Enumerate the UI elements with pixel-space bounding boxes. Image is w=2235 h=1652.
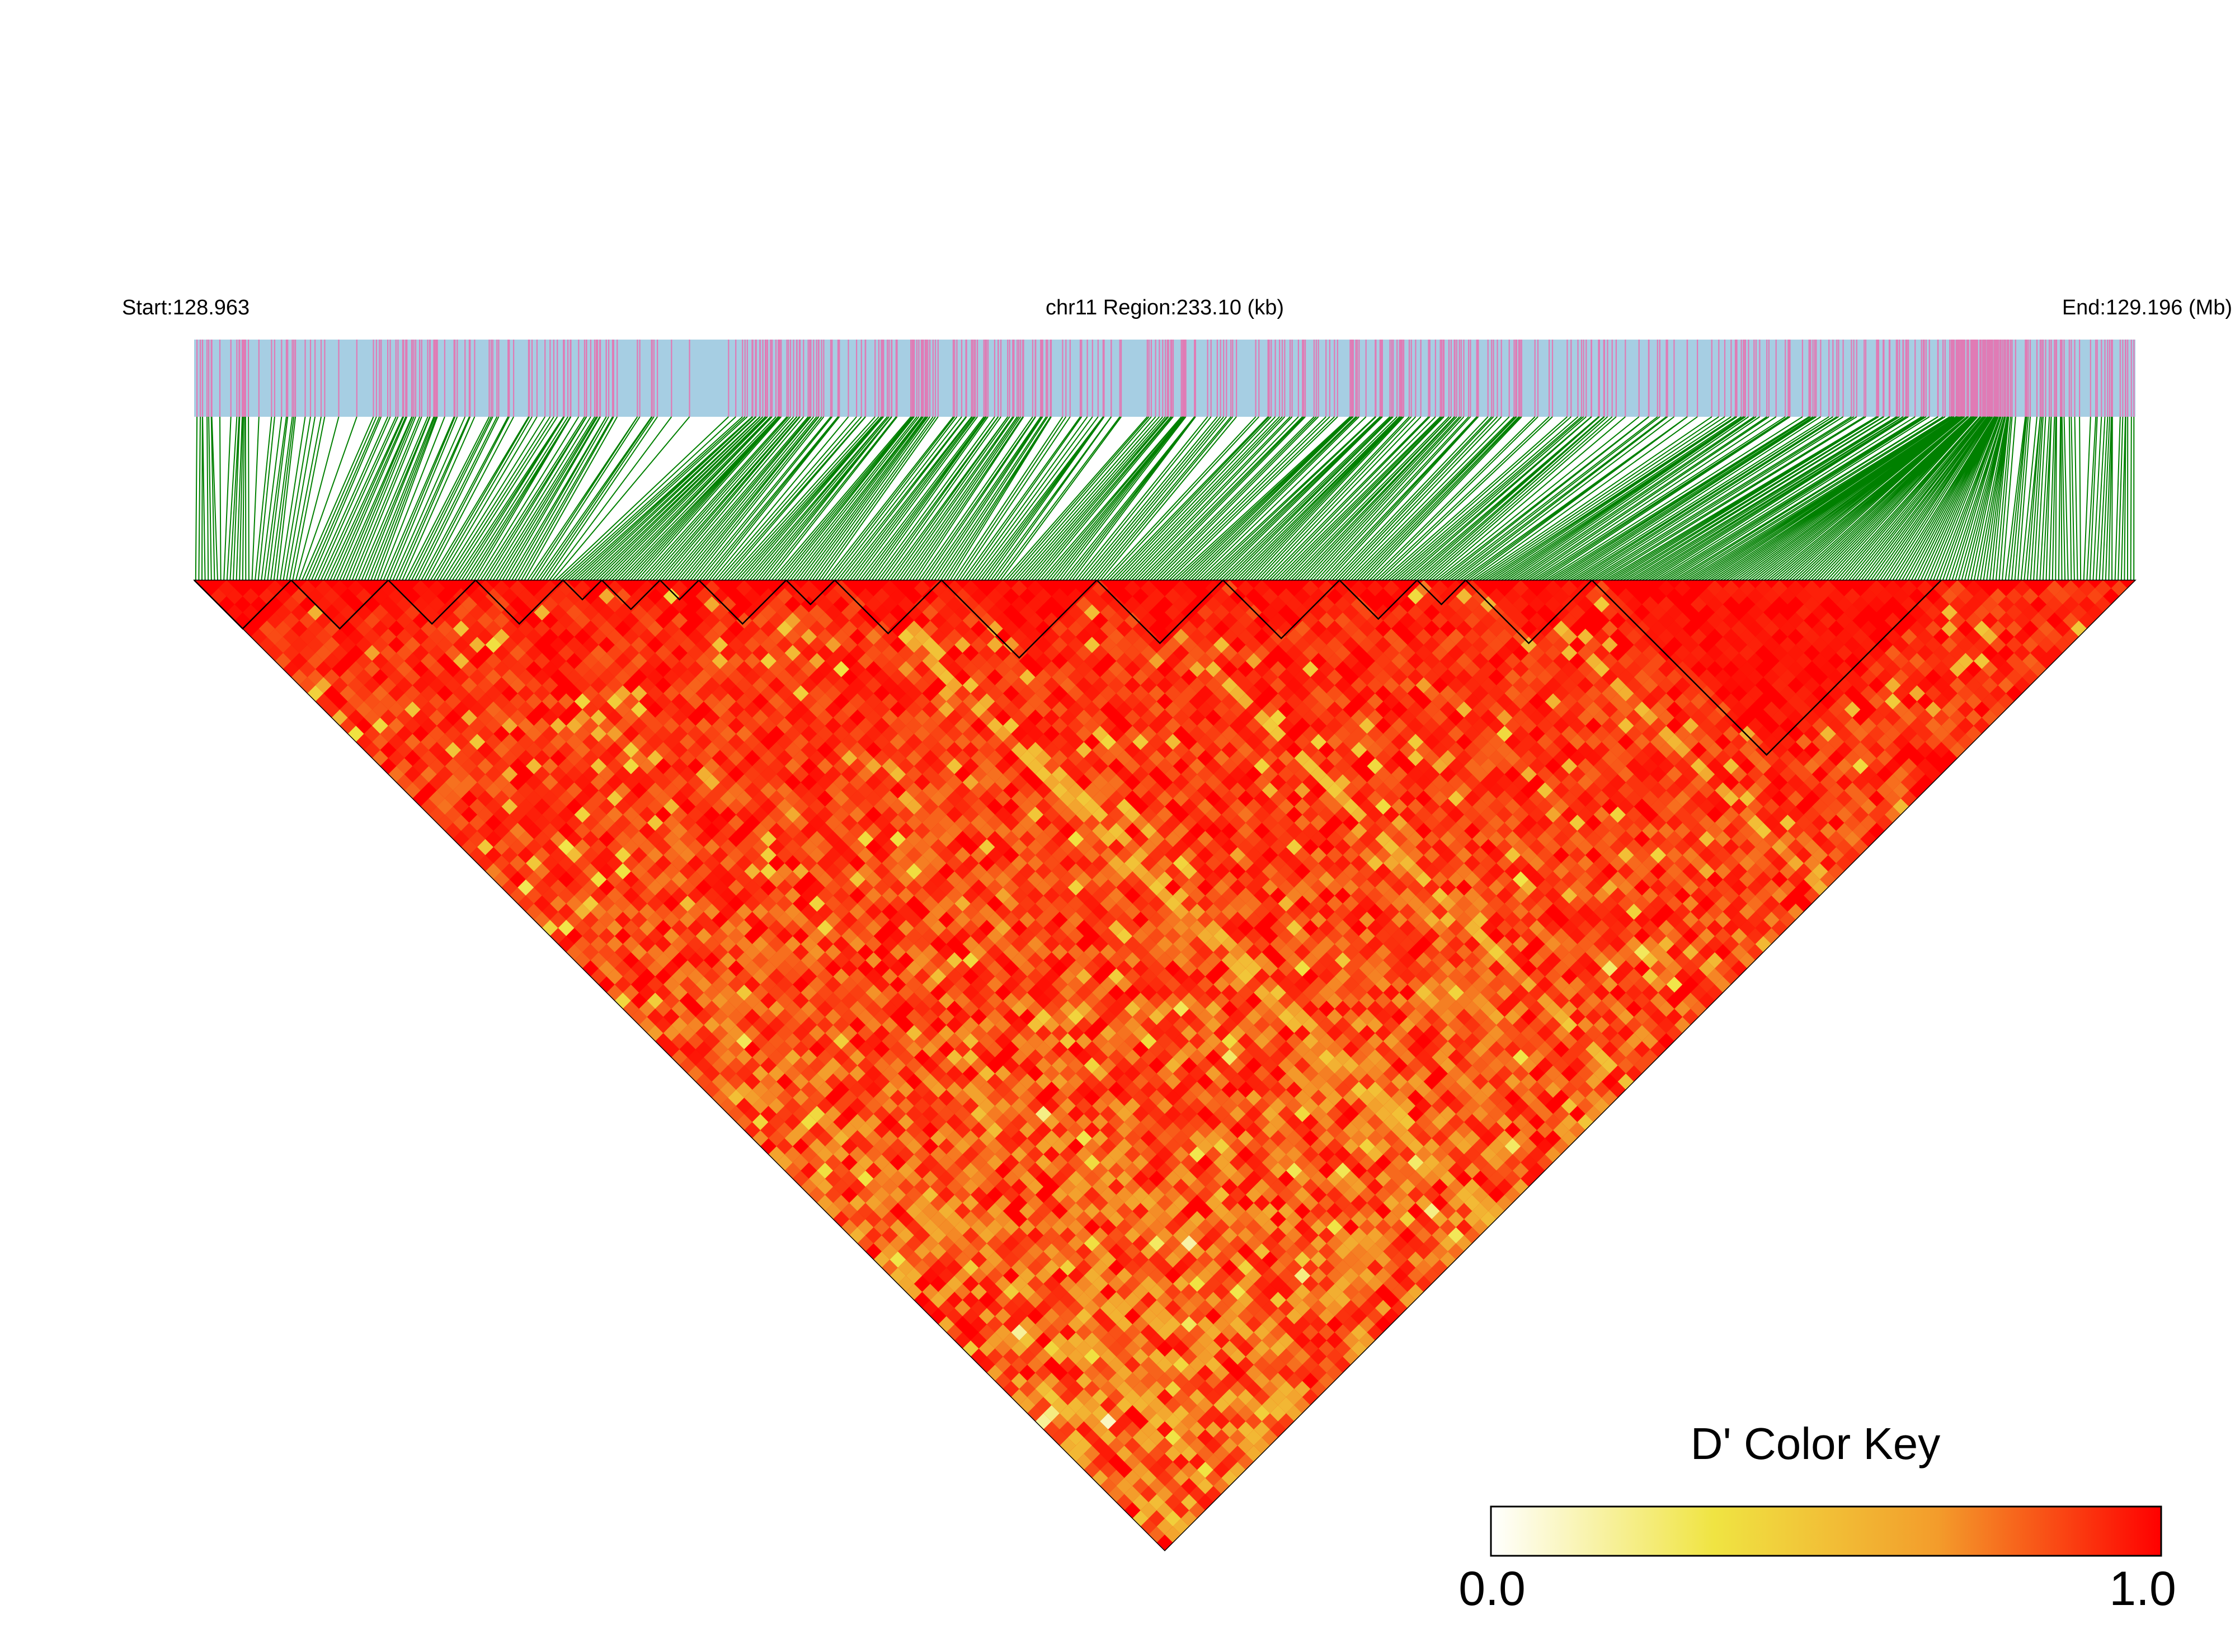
haplotype-block-outline <box>1222 580 1340 639</box>
haplotype-block-outline <box>1465 580 1593 644</box>
ld-cells <box>1811 863 1828 879</box>
ld-cells <box>1504 1138 1521 1155</box>
snp-position-bar <box>194 340 2135 417</box>
color-key-title: D' Color Key <box>1691 1419 1941 1469</box>
ld-cells <box>1294 1268 1311 1284</box>
ld-cells <box>347 726 364 742</box>
ld-cells <box>485 637 502 653</box>
ld-cells <box>1043 1405 1060 1422</box>
haplotype-block-outline <box>785 580 835 606</box>
ld-cells <box>1512 887 1529 904</box>
haplotype-block-outline <box>388 580 476 625</box>
region-start-label: Start:128.963 <box>122 296 250 319</box>
region-end-label: End:129.196 (Mb) <box>2062 296 2232 319</box>
ld-cells <box>833 1033 850 1049</box>
ld-cells <box>436 588 2039 1292</box>
ld-cells <box>1180 1316 1197 1333</box>
ld-cells <box>1229 1283 1246 1300</box>
ld-cells <box>1221 1049 1238 1066</box>
ld-cells <box>1351 742 1367 759</box>
ld-cells <box>1448 1227 1464 1244</box>
ld-cells <box>606 920 1545 1405</box>
connector-lines <box>195 416 2135 581</box>
haplotype-block-outline <box>475 580 564 625</box>
ld-triangle-heatmap <box>194 580 2135 1551</box>
ld-cells <box>719 879 1788 1414</box>
ld-cells <box>614 863 631 879</box>
ld-cells <box>590 580 1909 1325</box>
ld-cells <box>1011 1324 1028 1341</box>
ld-cells <box>857 1170 874 1187</box>
region-center-label: chr11 Region:233.10 (kb) <box>1046 296 1284 319</box>
ld-cells <box>396 580 2063 1446</box>
snp-connector-lines <box>195 416 2135 581</box>
haplotype-block-outline <box>698 580 787 625</box>
haplotype-block-outline <box>290 580 389 630</box>
ld-cells <box>1149 1235 1165 1251</box>
ld-cells <box>1512 871 1529 888</box>
ld-cells <box>347 580 2079 1373</box>
ld-cells <box>372 709 1917 1179</box>
ld-cells <box>1407 1154 1424 1171</box>
color-key: D' Color Key 0.0 1.0 <box>1458 1419 2176 1616</box>
haplotype-block-outline <box>1417 580 1466 606</box>
haplotype-block-outlines <box>193 580 2137 1552</box>
ld-cells <box>1634 944 1650 961</box>
haplotype-block-outline <box>941 580 1098 659</box>
snp-ticks <box>196 340 2135 417</box>
haplotype-block-outline <box>562 580 603 601</box>
ld-cells <box>1084 1154 1100 1171</box>
ld-cells <box>1076 1130 1092 1147</box>
haplotype-block-outline <box>601 580 661 610</box>
haplotype-block-outline <box>1591 580 1942 756</box>
ld-cells <box>1294 1105 1311 1122</box>
ld-cells <box>1189 1146 1206 1162</box>
haplotype-block-outline <box>834 580 942 635</box>
haplotype-block-outline <box>1096 580 1224 644</box>
ld-cells <box>1326 1219 1343 1236</box>
ld-cells <box>1165 1429 1181 1446</box>
haplotype-block-outline <box>1339 580 1418 620</box>
ld-cells <box>275 620 1440 1284</box>
color-key-min-label: 0.0 <box>1458 1562 1526 1616</box>
ld-cells <box>1180 1235 1197 1251</box>
ld-triangle-outline <box>193 580 2137 1552</box>
color-key-max-label: 1.0 <box>2109 1562 2176 1616</box>
ld-cells <box>930 863 1351 1478</box>
ld-cells <box>1238 758 1335 1001</box>
haplotype-block-outline <box>659 580 700 601</box>
ld-cells <box>558 839 575 855</box>
ld-cells <box>817 920 834 936</box>
color-key-bar <box>1490 1505 2162 1557</box>
ld-cells <box>1043 1340 1060 1357</box>
ld-cells <box>1601 960 1618 977</box>
ld-cells <box>1100 1413 1117 1430</box>
ld-cells <box>542 920 558 936</box>
